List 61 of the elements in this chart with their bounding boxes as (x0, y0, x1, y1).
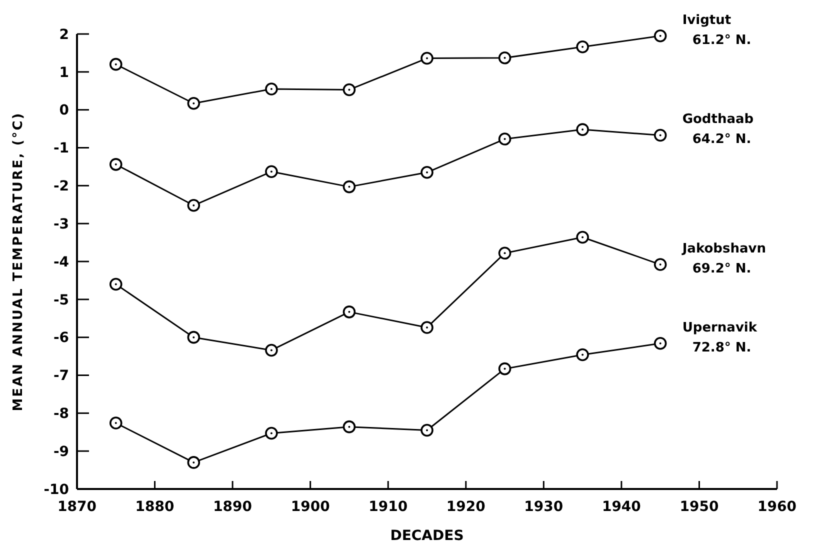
y-tick-label: 1 (59, 64, 69, 81)
x-tick-label: 1920 (446, 499, 486, 515)
point (498, 51, 512, 64)
point (576, 348, 589, 362)
y-tick-label: -3 (53, 216, 69, 232)
point (576, 40, 589, 54)
series-label: Godthaab 64.2° N. (682, 112, 754, 148)
y-tick-label: -1 (53, 140, 69, 157)
point (187, 330, 200, 344)
point (265, 426, 278, 440)
point (187, 198, 200, 212)
point (654, 337, 667, 350)
point (265, 344, 278, 357)
point (109, 416, 122, 430)
point (109, 158, 122, 171)
y-tick-label: -7 (53, 368, 69, 384)
point (187, 96, 200, 110)
y-tick-label: -2 (53, 178, 69, 195)
point (342, 83, 356, 96)
x-tick-label: 1910 (368, 499, 408, 515)
y-tick-label: -5 (53, 292, 69, 308)
point (187, 456, 200, 469)
x-tick-label: 1930 (524, 499, 564, 515)
y-tick-label: 2 (59, 26, 69, 43)
point (498, 246, 512, 260)
y-axis-title: MEAN ANNUAL TEMPERATURE, (°C) (11, 112, 26, 412)
point (576, 123, 589, 136)
point (342, 306, 356, 318)
point (654, 258, 667, 271)
x-tick-label: 1960 (758, 499, 797, 515)
point (420, 321, 434, 334)
point (265, 165, 278, 178)
point (654, 128, 667, 142)
x-tick-label: 1900 (290, 499, 330, 515)
x-tick-label: 1880 (135, 499, 175, 515)
point (342, 420, 356, 434)
y-tick-label: 0 (59, 102, 70, 119)
x-tick-label: 1890 (213, 499, 252, 515)
series-label: Ivigtut 61.2° N. (682, 12, 752, 48)
point (109, 58, 122, 71)
point (342, 180, 356, 194)
x-tick-label: 1870 (58, 499, 97, 515)
y-tick-label: -9 (53, 444, 69, 460)
y-tick-label: -10 (44, 482, 70, 498)
point (576, 230, 589, 244)
y-tick-label: -8 (53, 406, 69, 422)
point (420, 424, 434, 437)
y-tick-label: -4 (53, 254, 70, 270)
point (265, 82, 278, 96)
x-tick-label: 1940 (602, 499, 642, 515)
series-label: Jakobshavn 69.2° N. (681, 242, 766, 277)
point (498, 132, 512, 146)
point (654, 29, 667, 42)
series-label: Upernavik 72.8° N. (682, 320, 758, 356)
y-tick-label: -6 (53, 330, 69, 346)
point (498, 362, 512, 376)
point (420, 52, 434, 65)
x-tick-label: 1950 (680, 499, 719, 515)
point (420, 166, 434, 179)
x-axis-title: DECADES (390, 528, 464, 544)
point (109, 278, 122, 291)
